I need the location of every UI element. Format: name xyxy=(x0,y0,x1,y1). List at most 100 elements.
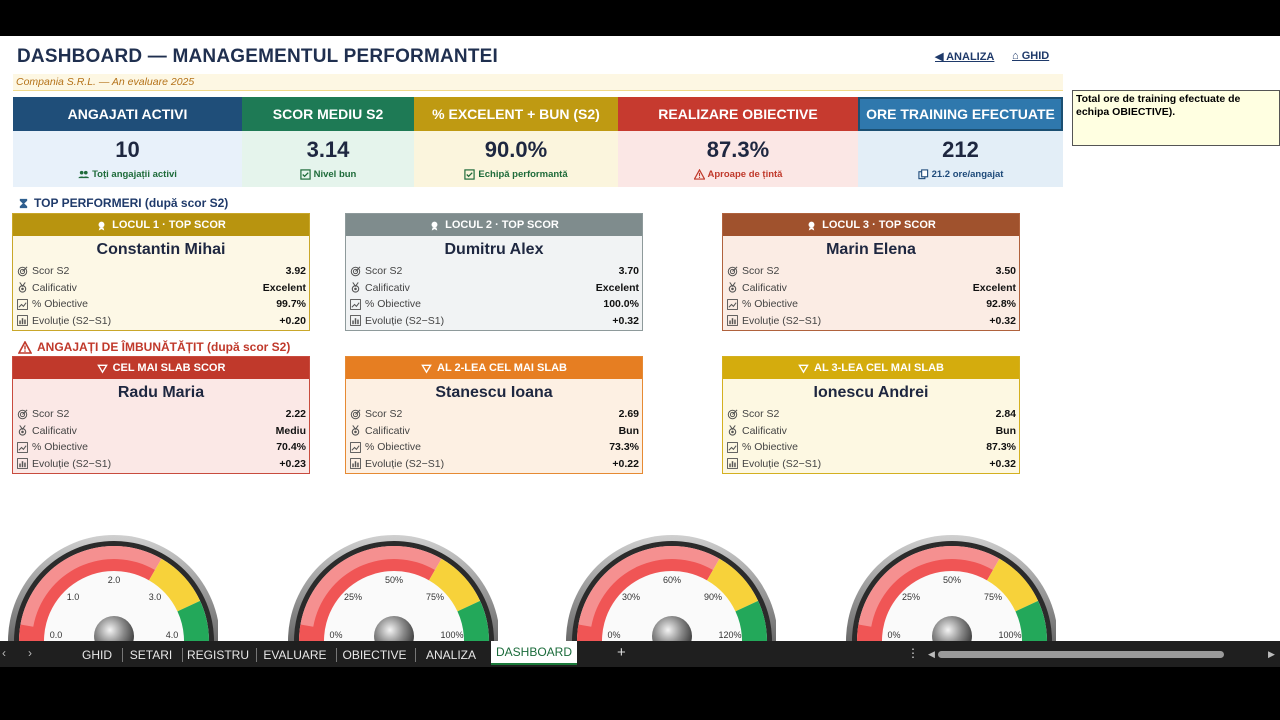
triangle-down-icon xyxy=(798,364,809,374)
card-row-label-text: Scor S2 xyxy=(32,408,70,421)
add-sheet-button[interactable]: + xyxy=(617,644,626,661)
bar-chart-icon xyxy=(727,315,738,327)
ghid-link[interactable]: ⌂ GHID xyxy=(1012,50,1050,62)
card-row-label: Calificativ xyxy=(350,282,596,294)
card-row-value: 2.22 xyxy=(285,408,306,421)
employee-name: Radu Maria xyxy=(117,384,205,401)
gauge-tick-label: 60% xyxy=(663,575,681,585)
scroll-right-icon[interactable]: ▶ xyxy=(1268,649,1275,659)
target-icon xyxy=(17,409,28,419)
card-row-label-text: Evoluție (S2−S1) xyxy=(32,314,112,327)
improve-title: ANGAJAȚI DE ÎMBUNĂTĂȚIT (după scor S2) xyxy=(37,340,291,354)
card-row-scor: Scor S2 3.92 xyxy=(13,263,309,280)
company-subtitle: Compania S.R.L. — An evaluare 2025 xyxy=(16,76,195,88)
kpi-note-text: 21.2 ore/angajat xyxy=(931,169,1004,180)
card-header: CEL MAI SLAB SCOR xyxy=(13,357,309,379)
chart-line-icon xyxy=(17,298,28,310)
card-row-value: Excelent xyxy=(972,281,1016,294)
medal-icon xyxy=(728,425,737,436)
tab-prev-icon[interactable]: ‹ xyxy=(2,646,6,660)
card-row-label: % Obiective xyxy=(350,441,609,453)
card-row-value: 3.50 xyxy=(995,265,1016,278)
card-row-value: +0.23 xyxy=(279,457,306,470)
medal-icon xyxy=(18,282,27,293)
card-row-label-text: Calificativ xyxy=(365,424,410,437)
gauge-tick-label: 100% xyxy=(440,630,463,640)
card-row-evolutie: Evoluție (S2−S1) +0.32 xyxy=(346,313,642,330)
gauge-band xyxy=(707,558,759,612)
card-row-label: Evoluție (S2−S1) xyxy=(350,458,612,470)
kpi-header-5: ORE TRAINING EFECTUATE xyxy=(858,97,1063,131)
card-row-value: 70.4% xyxy=(276,441,306,454)
tab-analiza[interactable]: ANALIZA xyxy=(425,648,476,662)
card-header: AL 2-LEA CEL MAI SLAB xyxy=(346,357,642,379)
top-performer-card-3: LOCUL 3 · TOP SCOR Marin Elena Scor S2 3.50… xyxy=(722,213,1020,331)
employee-name: Dumitru Alex xyxy=(444,241,544,258)
cell-comment-tooltip: Total ore de training efectuate de echip… xyxy=(1072,90,1280,146)
chart-line-icon xyxy=(350,298,361,310)
tab-separator xyxy=(182,648,183,662)
target-icon xyxy=(727,266,738,276)
analiza-link[interactable]: ◀ ANALIZA xyxy=(935,51,995,63)
target-icon xyxy=(350,409,361,419)
kpi-card-5: 212 21.2 ore/angajat xyxy=(858,131,1063,187)
card-header-label: LOCUL 2 · TOP SCOR xyxy=(445,219,559,231)
copy-icon xyxy=(917,169,928,180)
gauge-tick-label: 1.0 xyxy=(67,592,80,602)
card-row-label: Evoluție (S2−S1) xyxy=(17,458,279,470)
page-title: DASHBOARD — MANAGEMENTUL PERFORMANTEI xyxy=(17,46,498,67)
kpi-header-1: ANGAJATI ACTIVI xyxy=(13,97,242,131)
card-row-value: 73.3% xyxy=(609,441,639,454)
gauge-tick-label: 75% xyxy=(984,592,1002,602)
gauge-4: 0% 25% 50% 75% 100% xyxy=(846,535,1056,641)
gauge-band xyxy=(457,600,489,641)
tab-obiective[interactable]: OBIECTIVE xyxy=(342,648,407,662)
kpi-value: 3.14 xyxy=(306,137,350,162)
gauge-tick-label: 0% xyxy=(607,630,620,640)
horizontal-scrollbar[interactable] xyxy=(938,651,1224,658)
top-performers-title: TOP PERFORMERI (după scor S2) xyxy=(34,196,229,210)
kpi-value: 212 xyxy=(942,137,979,162)
bar-chart-icon xyxy=(350,458,361,470)
card-row-label-text: Calificativ xyxy=(32,281,77,294)
card-row-value: 87.3% xyxy=(986,441,1016,454)
tab-evaluare[interactable]: EVALUARE xyxy=(263,648,327,662)
medal-icon xyxy=(18,425,27,436)
kpi-header-2: SCOR MEDIU S2 xyxy=(242,97,414,131)
employee-name: Marin Elena xyxy=(826,241,916,258)
gauge-tick-label: 4.0 xyxy=(166,630,179,640)
card-row-evolutie: Evoluție (S2−S1) +0.32 xyxy=(723,456,1019,473)
card-row-value: +0.32 xyxy=(612,314,639,327)
kpi-note-text: Toți angajații activi xyxy=(92,169,177,180)
medal-icon xyxy=(351,282,360,293)
improve-card-2: AL 2-LEA CEL MAI SLAB Stanescu Ioana Scor … xyxy=(345,356,643,474)
bar-chart-icon xyxy=(17,458,28,470)
tab-dashboard[interactable]: DASHBOARD xyxy=(491,641,577,665)
tab-setari[interactable]: SETARI xyxy=(129,648,173,662)
card-header: AL 3-LEA CEL MAI SLAB xyxy=(723,357,1019,379)
card-row-scor: Scor S2 2.69 xyxy=(346,406,642,423)
card-header: LOCUL 2 · TOP SCOR xyxy=(346,214,642,236)
gauge-1: 0.0 1.0 2.0 3.0 4.0 xyxy=(8,535,218,641)
card-row-label: Evoluție (S2−S1) xyxy=(727,458,989,470)
people-icon xyxy=(78,170,90,179)
subtitle-band: Compania S.R.L. — An evaluare 2025 xyxy=(13,74,1063,91)
card-header-label: LOCUL 1 · TOP SCOR xyxy=(112,219,226,231)
card-row-label: % Obiective xyxy=(350,298,603,310)
chart-line-icon xyxy=(350,441,361,453)
card-row-value: +0.32 xyxy=(989,457,1016,470)
gauge-knob xyxy=(94,616,134,641)
kpi-note: Nivel bun xyxy=(242,169,414,180)
tab-registru[interactable]: REGISTRU xyxy=(186,648,249,662)
card-row-value: +0.22 xyxy=(612,457,639,470)
card-row-calificativ: Calificativ Bun xyxy=(723,423,1019,440)
more-options-icon[interactable]: ⋮ xyxy=(907,646,919,660)
tab-next-icon[interactable]: › xyxy=(28,646,32,660)
gauge-tick-label: 25% xyxy=(902,592,920,602)
scroll-left-icon[interactable]: ◀ xyxy=(928,649,935,659)
card-header-label: AL 3-LEA CEL MAI SLAB xyxy=(814,362,944,374)
kpi-card-4: 87.3% Aproape de țintă xyxy=(618,131,858,187)
tab-ghid[interactable]: GHID xyxy=(82,648,112,662)
card-row-label: % Obiective xyxy=(727,441,986,453)
gauge-knob xyxy=(932,616,972,641)
